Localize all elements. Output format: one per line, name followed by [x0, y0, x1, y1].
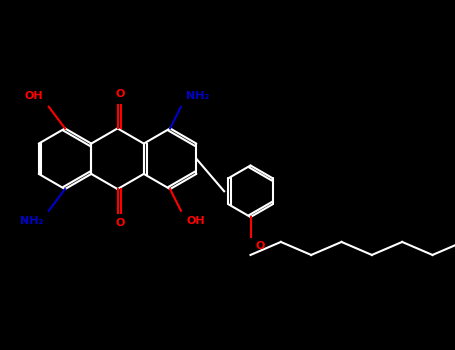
- Text: O: O: [115, 89, 124, 99]
- Text: O: O: [256, 241, 265, 251]
- Text: OH: OH: [25, 91, 43, 102]
- Text: O: O: [115, 218, 124, 228]
- Text: OH: OH: [187, 216, 205, 226]
- Text: NH₂: NH₂: [20, 216, 43, 226]
- Text: NH₂: NH₂: [187, 91, 210, 102]
